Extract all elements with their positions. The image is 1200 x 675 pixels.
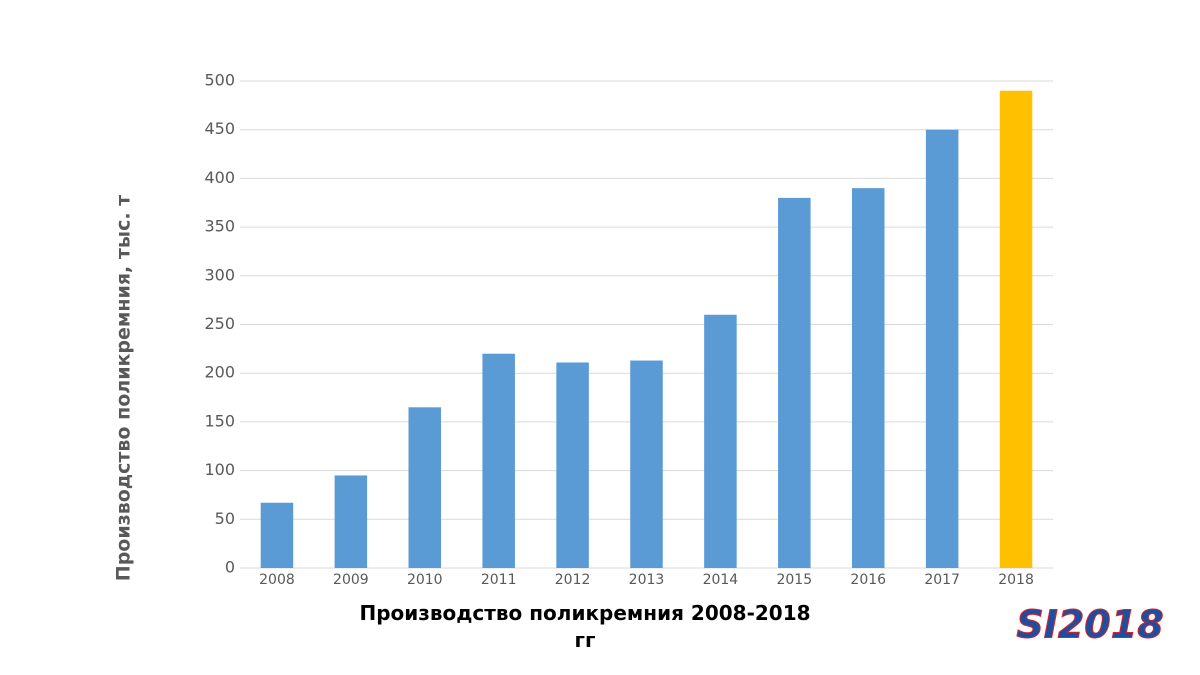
bar [778, 198, 811, 568]
bar [852, 188, 885, 568]
logo: SI2018 [1016, 603, 1163, 647]
bar [926, 130, 959, 568]
y-axis-label: Производство поликремния, тыс. т [113, 195, 135, 581]
y-tick-label: 200 [204, 363, 235, 382]
bar [630, 361, 663, 568]
y-tick-label: 0 [225, 558, 235, 577]
bar [335, 475, 368, 568]
bar [261, 503, 294, 568]
x-tick-label: 2014 [703, 572, 739, 588]
bar [704, 315, 737, 568]
chart-title: Производство поликремния 2008-2018 гг [355, 600, 815, 654]
y-tick-label: 500 [204, 71, 235, 90]
x-tick-label: 2010 [407, 572, 443, 588]
y-tick-label: 400 [204, 168, 235, 187]
x-tick-label: 2008 [259, 572, 295, 588]
bar [482, 354, 515, 568]
bar [1000, 91, 1033, 568]
y-tick-label: 350 [204, 217, 235, 236]
y-tick-label: 50 [215, 509, 235, 528]
x-tick-label: 2012 [555, 572, 591, 588]
x-tick-label: 2017 [924, 572, 960, 588]
x-tick-label: 2016 [850, 572, 886, 588]
y-tick-label: 250 [204, 314, 235, 333]
x-tick-label: 2015 [776, 572, 812, 588]
chart: Производство поликремния, тыс. т SI2018 … [0, 0, 1200, 675]
x-tick-label: 2009 [333, 572, 369, 588]
bar [556, 362, 589, 568]
y-tick-label: 150 [204, 411, 235, 430]
x-tick-label: 2018 [998, 572, 1034, 588]
page: Производство поликремния, тыс. т SI2018 … [0, 0, 1200, 675]
bar [409, 407, 442, 568]
y-tick-label: 300 [204, 265, 235, 284]
x-tick-label: 2011 [481, 572, 517, 588]
x-tick-label: 2013 [629, 572, 665, 588]
y-tick-label: 450 [204, 119, 235, 138]
y-tick-label: 100 [204, 460, 235, 479]
